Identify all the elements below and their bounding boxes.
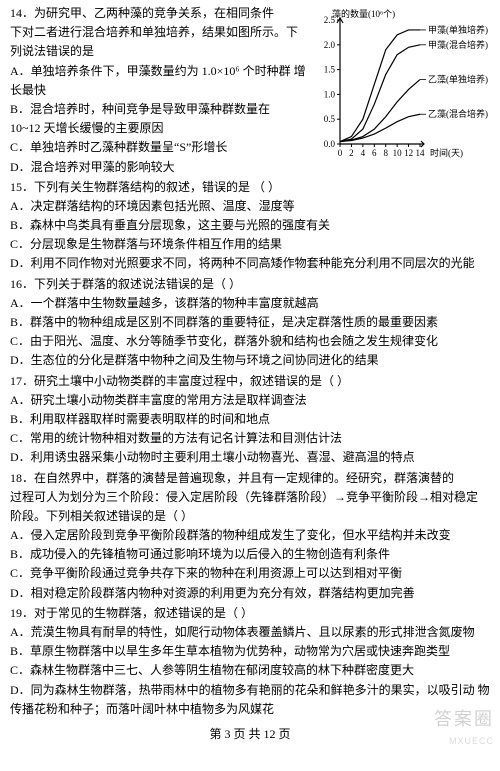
q16: 16．下列关于群落的叙述说法错误的是（ ） A．一个群落中生物数量越多，该群落的…	[10, 275, 490, 371]
svg-text:乙藻(混合培养): 乙藻(混合培养)	[428, 108, 488, 119]
q19-opt-b: B．草原生物群落中以旱生多年生草本植物为优势种，动物常为穴居或快速奔跑类型	[10, 642, 490, 661]
svg-text:0: 0	[338, 148, 343, 158]
q15: 15．下列有关生物群落结构的叙述，错误的是 （ ） A．决定群落结构的环境因素包…	[10, 178, 490, 274]
q14-opt-c: C．单独培养时乙藻种群数量呈“S”形增长	[10, 138, 310, 157]
q14-stem-line2: 下对二者进行混合培养和单独培养，结果如图所示。下	[10, 23, 310, 42]
chart-svg: 藻的数量(10⁶个) 0.0 0.5 1.0 1.5 2.0 2.5 02468 101214 甲…	[312, 6, 492, 166]
svg-text:6: 6	[372, 148, 377, 158]
svg-text:14: 14	[416, 148, 426, 158]
svg-text:乙藻(单独培养): 乙藻(单独培养)	[428, 74, 488, 85]
q17-opt-a: A．研究土壤小动物类群丰富度的常用方法是取样调查法	[10, 391, 490, 410]
svg-text:时间(天): 时间(天)	[430, 147, 463, 158]
q14-opt-a-line2: 长最快	[10, 81, 310, 100]
q14-stem-line1: 14．为研究甲、乙两种藻的竞争关系，在相同条件	[10, 4, 310, 23]
q16-stem: 16．下列关于群落的叙述说法错误的是（ ）	[10, 275, 490, 294]
q19-stem: 19．对于常见的生物群落，叙述错误的是（ ）	[10, 604, 490, 623]
svg-text:10: 10	[393, 148, 403, 158]
q18-stem-line1: 18．在自然界中，群落的演替是普遍现象，并且有一定规律的。经研究，群落演替的	[10, 469, 490, 488]
watermark-main: 答案圈	[434, 709, 494, 729]
svg-text:1.5: 1.5	[324, 65, 336, 75]
q14-opt-b-line1: B．混合培养时，种间竞争是导致甲藻种群数量在	[10, 100, 310, 119]
q15-opt-c: C．分层现象是生物群落与环境条件相互作用的结果	[10, 235, 490, 254]
q19: 19．对于常见的生物群落，叙述错误的是（ ） A．荒漠生物具有耐旱的特性，如爬行…	[10, 604, 490, 719]
watermark-sub: MXUECC	[434, 734, 494, 748]
q17: 17．研究土壤中小动物类群的丰富度过程中，叙述错误的是（ ） A．研究土壤小动物…	[10, 372, 490, 468]
q14-opt-b-line2: 10~12 天增长缓慢的主要原因	[10, 119, 310, 138]
q16-opt-c: C．由于阳光、温度、水分等随季节变化，群落外貌和结构也会随之发生规律变化	[10, 332, 490, 351]
svg-text:2.0: 2.0	[324, 40, 336, 50]
q14-opt-d: D．混合培养对甲藻的影响较大	[10, 158, 310, 177]
q14: 14．为研究甲、乙两种藻的竞争关系，在相同条件 下对二者进行混合培养和单独培养，…	[10, 4, 310, 177]
q16-opt-a: A．一个群落中生物数量越多，该群落的物种丰富度就越高	[10, 294, 490, 313]
q14-stem-line3: 列说法错误的是	[10, 42, 310, 61]
q19-opt-c: C．森林生物群落中三七、人参等阴生植物在郁闭度较高的林下种群密度更大	[10, 661, 490, 680]
svg-text:0.5: 0.5	[324, 114, 336, 124]
svg-text:2.5: 2.5	[324, 15, 336, 25]
page-footer: 第 3 页 共 12 页	[10, 725, 490, 744]
q18-opt-b: B．成功侵入的先锋植物可通过影响环境为以后侵入的生物创造有利条件	[10, 545, 490, 564]
q17-opt-b: B．利用取样器取样时需要表明取样的时间和地点	[10, 410, 490, 429]
q18-opt-c: C．竞争平衡阶段通过竞争共存下来的物种在利用资源上可以达到相对平衡	[10, 564, 490, 583]
svg-text:甲藻(混合培养): 甲藻(混合培养)	[428, 39, 488, 50]
svg-text:0.0: 0.0	[324, 139, 336, 149]
svg-text:8: 8	[383, 148, 388, 158]
svg-text:1.0: 1.0	[324, 89, 336, 99]
svg-text:12: 12	[404, 148, 413, 158]
q15-opt-a: A．决定群落结构的环境因素包括光照、温度、湿度等	[10, 197, 490, 216]
q17-stem: 17．研究土壤中小动物类群的丰富度过程中，叙述错误的是（ ）	[10, 372, 490, 391]
q17-opt-d: D．利用诱虫器采集小动物时主要利用土壤小动物喜光、喜湿、避高温的特点	[10, 448, 490, 467]
q15-opt-d: D．利用不同作物对光照要求不同，将两种不同高矮作物套种能充分利用不同层次的光能	[10, 254, 490, 273]
q15-opt-b: B．森林中鸟类具有垂直分层现象，这主要与光照的强度有关	[10, 216, 490, 235]
svg-text:2: 2	[349, 148, 354, 158]
svg-text:甲藻(单独培养): 甲藻(单独培养)	[428, 24, 488, 35]
watermark: 答案圈 MXUECC	[434, 705, 494, 748]
chart-q14: 藻的数量(10⁶个) 0.0 0.5 1.0 1.5 2.0 2.5 02468 101214 甲…	[312, 6, 492, 166]
svg-text:藻的数量(10⁶个): 藻的数量(10⁶个)	[332, 8, 395, 19]
q17-opt-c: C．常用的统计物种相对数量的方法有记名计算法和目测估计法	[10, 429, 490, 448]
q19-opt-d-line1: D．同为森林生物群落，热带雨林中的植物多有艳丽的花朵和鲜艳多汁的果实，以吸引动 …	[10, 681, 490, 700]
q16-opt-b: B．群落中的物种组成是区别不同群落的重要特征，是决定群落性质的最重要因素	[10, 313, 490, 332]
q18-stem-line3: 阶段。下列相关叙述错误的是（ ）	[10, 507, 490, 526]
q18-stem-line2: 过程可人为划分为三个阶段：侵入定居阶段（先锋群落阶段）→竞争平衡阶段→相对稳定	[10, 488, 490, 507]
q19-opt-a: A．荒漠生物具有耐旱的特性，如爬行动物体表覆盖鳞片、且以尿素的形式排泄含氮废物	[10, 623, 490, 642]
q16-opt-d: D．生态位的分化是群落中物种之间及生物与环境之间协同进化的结果	[10, 351, 490, 370]
q18-opt-a: A．侵入定居阶段到竞争平衡阶段群落的物种组成发生了变化，但水平结构并未改变	[10, 526, 490, 545]
q18: 18．在自然界中，群落的演替是普遍现象，并且有一定规律的。经研究，群落演替的 过…	[10, 469, 490, 603]
q19-opt-d-line2: 传播花粉和种子；而落叶阔叶林中植物多为风媒花	[10, 700, 490, 719]
q15-stem: 15．下列有关生物群落结构的叙述，错误的是 （ ）	[10, 178, 490, 197]
q18-opt-d: D．相对稳定阶段群落内物种对资源的利用更为充分有效，群落结构更加完善	[10, 584, 490, 603]
q14-opt-a-line1: A．单独培养条件下，甲藻数量约为 1.0×10⁶ 个时种群 增	[10, 62, 310, 81]
svg-text:4: 4	[361, 148, 366, 158]
